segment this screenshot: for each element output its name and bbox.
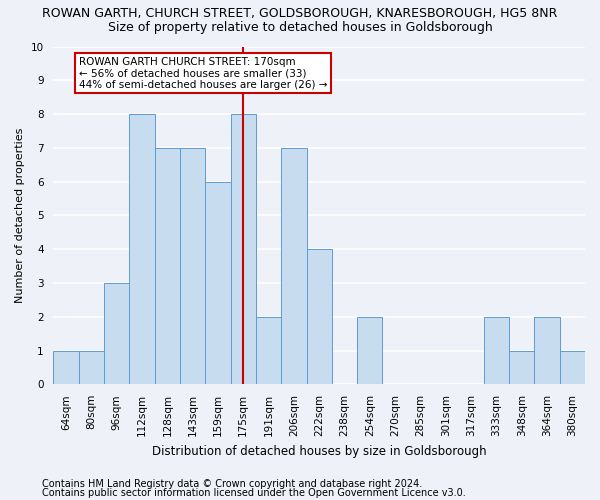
Bar (357, 317, 382, 384)
Bar (307, 249, 332, 384)
Bar (205, 182, 230, 384)
Bar (256, 317, 281, 384)
Text: ROWAN GARTH CHURCH STREET: 170sqm
← 56% of detached houses are smaller (33)
44% : ROWAN GARTH CHURCH STREET: 170sqm ← 56% … (79, 56, 327, 90)
Bar (535, 317, 560, 384)
Bar (130, 114, 155, 384)
Bar (104, 283, 130, 384)
Bar (79, 350, 104, 384)
Bar (155, 148, 180, 384)
Bar (53, 350, 79, 384)
Text: Size of property relative to detached houses in Goldsborough: Size of property relative to detached ho… (107, 21, 493, 34)
Text: Contains public sector information licensed under the Open Government Licence v3: Contains public sector information licen… (42, 488, 466, 498)
Text: Contains HM Land Registry data © Crown copyright and database right 2024.: Contains HM Land Registry data © Crown c… (42, 479, 422, 489)
Bar (484, 317, 509, 384)
Y-axis label: Number of detached properties: Number of detached properties (15, 128, 25, 303)
X-axis label: Distribution of detached houses by size in Goldsborough: Distribution of detached houses by size … (152, 444, 487, 458)
Bar (230, 114, 256, 384)
Text: ROWAN GARTH, CHURCH STREET, GOLDSBOROUGH, KNARESBOROUGH, HG5 8NR: ROWAN GARTH, CHURCH STREET, GOLDSBOROUGH… (43, 8, 557, 20)
Bar (180, 148, 205, 384)
Bar (560, 350, 585, 384)
Bar (509, 350, 535, 384)
Bar (281, 148, 307, 384)
